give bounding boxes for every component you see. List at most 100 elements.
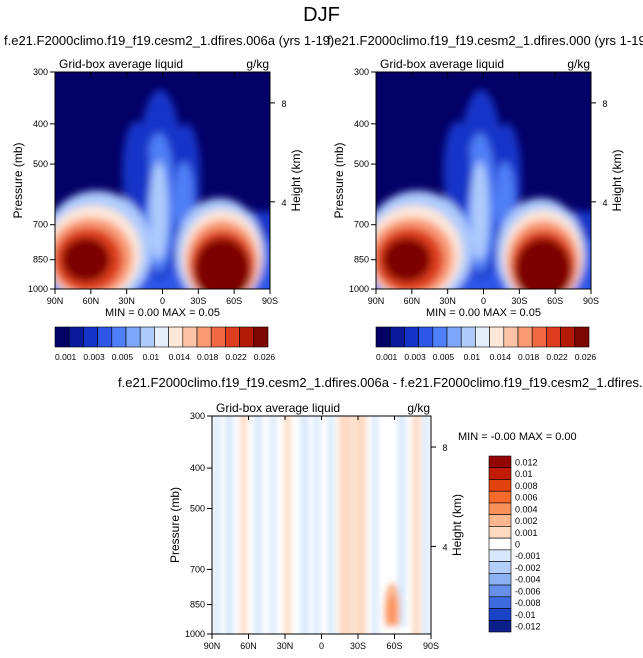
colorbar-box	[531, 326, 547, 348]
case-title-left: f.e21.F2000climo.f19_f19.cesm2_1.dfires.…	[4, 33, 335, 48]
x-tick-label: 90S	[583, 296, 599, 306]
colorbar-box	[83, 326, 98, 348]
difference-streak	[354, 416, 367, 634]
y-tick-label: 400	[354, 119, 369, 129]
y-tick-label: 700	[354, 220, 369, 230]
colorbar-difference: 0.0120.010.0080.0060.0040.0020.0010-0.00…	[488, 455, 541, 633]
difference-streak	[213, 416, 220, 634]
liquid-field	[55, 72, 270, 289]
colorbar-label: -0.008	[515, 598, 541, 608]
nh-maximum	[383, 237, 432, 282]
y-axis-label: Pressure (mb)	[168, 487, 182, 563]
difference-streak	[269, 416, 276, 634]
difference-streak	[412, 416, 421, 634]
colorbar-box	[111, 326, 127, 348]
colorbar-label: 0.002	[515, 516, 538, 526]
tropical-plume	[470, 161, 489, 262]
colorbar-box	[488, 573, 512, 586]
colorbar-label: -0.004	[515, 575, 541, 585]
colorbar-label: 0.014	[169, 352, 191, 362]
colorbar-label: 0	[515, 540, 520, 550]
colorbar-label: 0.014	[490, 352, 512, 362]
height-tick-label: 8	[602, 99, 607, 109]
colorbar-label: 0.022	[546, 352, 568, 362]
colorbar-box	[168, 326, 184, 348]
nh-maximum	[62, 237, 111, 282]
min-max-text: MIN = 0.00 MAX = 0.05	[426, 307, 541, 319]
difference-streak	[240, 416, 247, 634]
colorbar-box	[460, 326, 476, 348]
difference-contours	[213, 416, 430, 634]
y-tick-label: 1000	[349, 284, 369, 294]
case-title-right: f.e21.F2000climo.f19_f19.cesm2_1.dfires.…	[327, 33, 643, 48]
colorbar-box	[54, 326, 70, 348]
x-tick-label: 60S	[547, 296, 563, 306]
tropical-plume	[149, 161, 168, 262]
y-tick-label: 850	[190, 600, 205, 610]
subtropical-plume	[443, 121, 472, 222]
y-tick-label: 400	[33, 119, 48, 129]
x-tick-label: 60N	[404, 296, 421, 306]
liquid-panel-right: Grid-box average liquid g/kg 90N 60N 30N 0 30S…	[332, 57, 624, 319]
colorbar-box	[475, 326, 490, 348]
right-axis-label: Height (km)	[289, 149, 303, 211]
colorbar-box	[574, 326, 590, 348]
colorbar-left: 0.001 0.003 0.005 0.01 0.014 0.018 0.022 0.026	[54, 326, 276, 362]
y-tick-label: 500	[33, 159, 48, 169]
colorbar-box	[488, 596, 512, 609]
liquid-panel-left: Grid-box average liquid g/kg 90N 60N 30N 0 30S…	[11, 57, 303, 319]
colorbar-box	[546, 326, 561, 348]
liquid-contours	[55, 89, 270, 289]
x-tick-label: 90N	[368, 296, 385, 306]
colorbar-label: 0.001	[55, 352, 77, 362]
colorbar-box	[488, 549, 512, 562]
colorbar-label: 0.003	[404, 352, 426, 362]
colorbar-label: 0.005	[112, 352, 134, 362]
colorbar-box	[488, 537, 512, 551]
colorbar-label: 0.018	[518, 352, 540, 362]
colorbar-label: 0.006	[515, 493, 538, 503]
y-tick-label: 300	[33, 67, 48, 77]
colorbar-box	[489, 326, 505, 348]
y-tick-label: 300	[190, 411, 205, 421]
colorbar-box	[125, 326, 141, 348]
difference-field	[212, 416, 431, 634]
colorbar-box	[68, 326, 84, 348]
colorbar-label: -0.002	[515, 563, 541, 573]
colorbar-label: -0.012	[515, 622, 541, 632]
colorbar-label: 0.003	[83, 352, 105, 362]
y-tick-label: 500	[354, 159, 369, 169]
height-tick-label: 4	[442, 542, 447, 552]
x-tick-label: 60S	[386, 641, 402, 651]
y-axis-label: Pressure (mb)	[332, 142, 346, 218]
y-tick-label: 400	[190, 463, 205, 473]
colorbar-box	[488, 561, 512, 574]
difference-streak	[300, 416, 309, 634]
colorbar-label: 0.001	[515, 528, 538, 538]
colorbar-box	[210, 326, 226, 348]
colorbar-box	[517, 326, 533, 348]
colorbar-box	[225, 326, 240, 348]
difference-streak	[372, 416, 379, 634]
difference-streak	[423, 416, 430, 634]
colorbar-box	[488, 619, 512, 633]
x-tick-label: 60N	[240, 641, 257, 651]
y-tick-label: 1000	[28, 284, 48, 294]
difference-gap	[384, 626, 407, 634]
colorbar-label: 0.026	[254, 352, 276, 362]
colorbar-box	[560, 326, 576, 348]
x-tick-label: 30S	[190, 296, 206, 306]
x-tick-label: 90S	[423, 641, 439, 651]
difference-panel: Grid-box average liquid g/kg 90N 60N 30N 0 30S…	[168, 401, 577, 651]
units-label: g/kg	[407, 401, 430, 415]
colorbar-label: -0.006	[515, 586, 541, 596]
colorbar-label: 0.018	[197, 352, 219, 362]
difference-streak	[313, 416, 320, 634]
difference-streak	[254, 416, 263, 634]
min-max-text: MIN = 0.00 MAX = 0.05	[105, 307, 220, 319]
y-tick-label: 700	[190, 564, 205, 574]
y-tick-label: 850	[33, 255, 48, 265]
x-tick-label: 60S	[226, 296, 242, 306]
x-tick-label: 90N	[47, 296, 64, 306]
colorbar-box	[375, 326, 391, 348]
